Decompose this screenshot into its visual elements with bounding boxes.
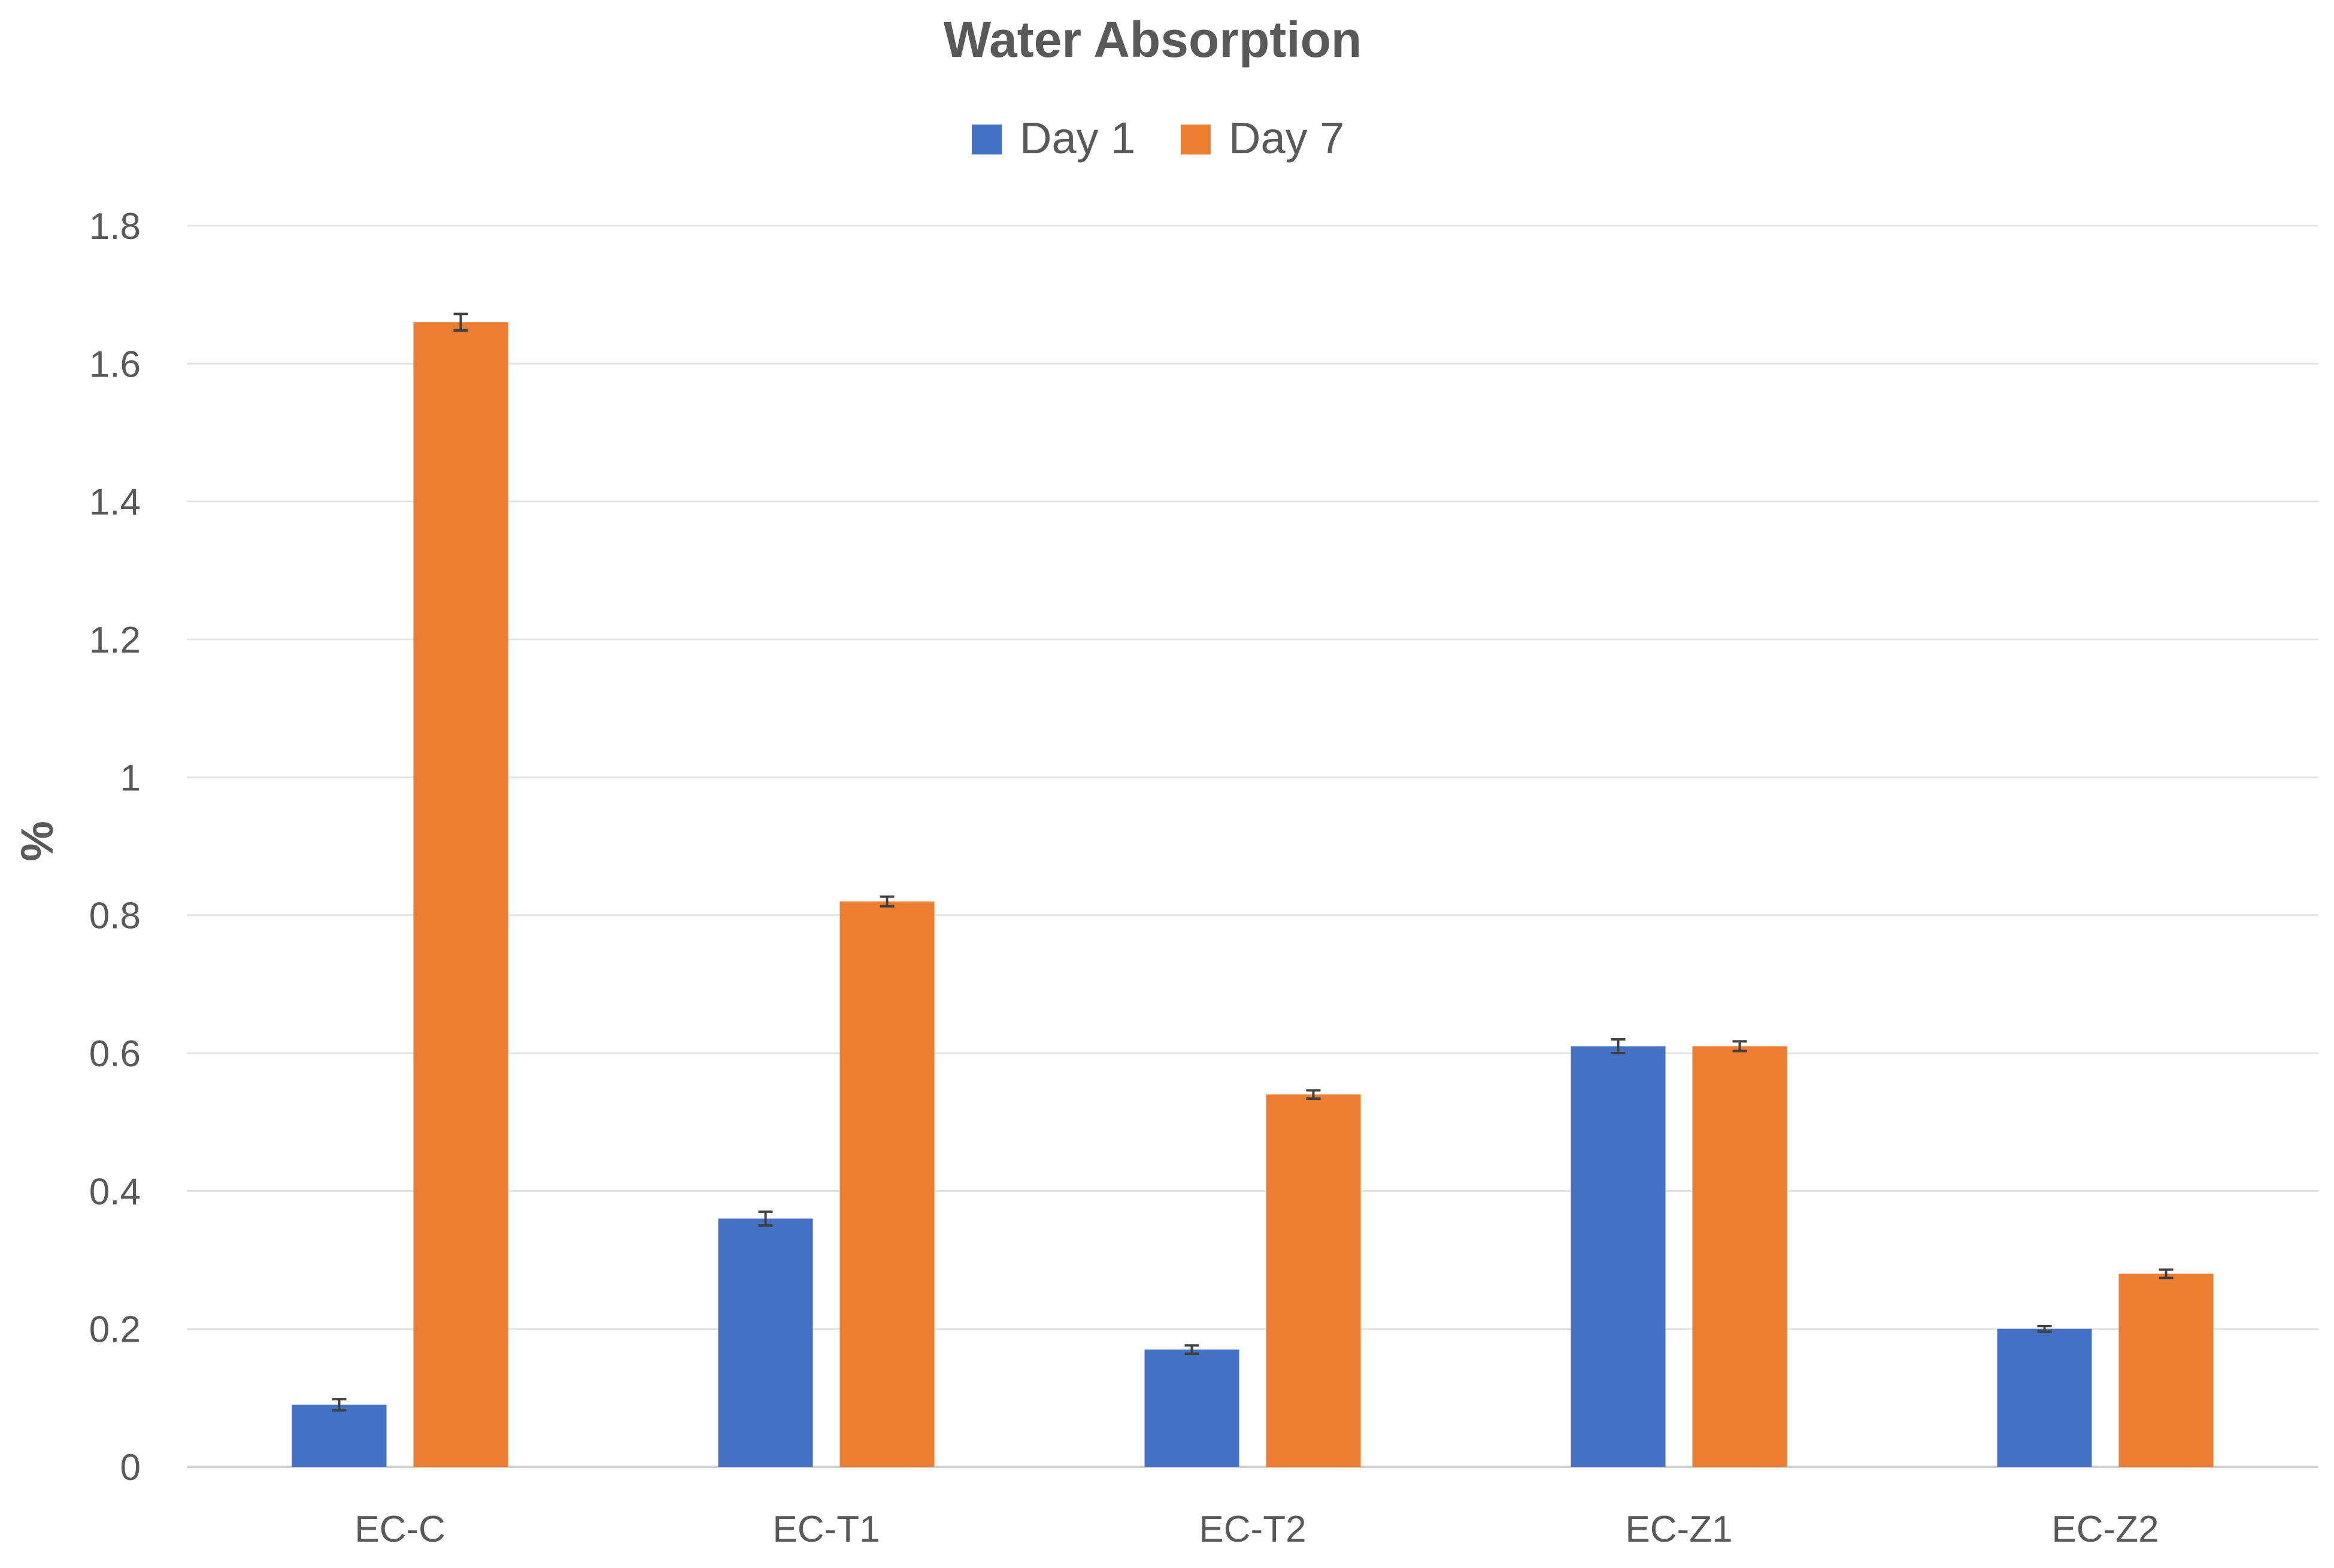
x-tick-label: EC-T2 — [1199, 1509, 1306, 1550]
y-axis-ticks: 0 0.2 0.4 0.6 0.8 1 1.2 1.4 1.6 1.8 — [89, 206, 141, 1488]
legend-label: Day 7 — [1229, 113, 1344, 163]
y-tick-label: 1.6 — [89, 344, 141, 385]
y-tick-label: 0 — [120, 1447, 141, 1488]
legend-swatch-day-7 — [1181, 125, 1211, 154]
y-tick-label: 1 — [120, 757, 141, 799]
y-axis-label: % — [12, 821, 63, 862]
bar-day-1-ec-z2 — [1997, 1329, 2092, 1467]
x-tick-label: EC-C — [354, 1509, 445, 1550]
x-axis-ticks: EC-C EC-T1 EC-T2 EC-Z1 EC-Z2 — [354, 1509, 2159, 1550]
y-tick-label: 1.4 — [89, 482, 141, 523]
bar-day-7-ec-t1 — [839, 901, 935, 1467]
legend-swatch-day-1 — [972, 125, 1002, 154]
chart-title: Water Absorption — [944, 11, 1362, 68]
bar-day-1-ec-t1 — [718, 1218, 813, 1467]
bar-day-7-ec-z2 — [2118, 1273, 2214, 1467]
y-tick-label: 1.2 — [89, 620, 141, 661]
error-bars — [332, 313, 2174, 1412]
bars — [292, 322, 2214, 1467]
bar-day-1-ec-t2 — [1144, 1349, 1239, 1467]
y-tick-label: 1.8 — [89, 206, 141, 247]
gridlines — [187, 225, 2318, 1468]
bar-day-1-ec-c — [292, 1405, 387, 1467]
bar-day-7-ec-z1 — [1692, 1046, 1787, 1467]
x-tick-label: EC-Z1 — [1625, 1509, 1732, 1550]
x-tick-label: EC-Z2 — [2051, 1509, 2159, 1550]
bar-day-7-ec-t2 — [1266, 1094, 1361, 1467]
legend-label: Day 1 — [1020, 113, 1135, 163]
y-tick-label: 0.6 — [89, 1033, 141, 1075]
y-tick-label: 0.2 — [89, 1309, 141, 1351]
legend: Day 1 Day 7 — [972, 113, 1344, 163]
bar-day-7-ec-c — [413, 322, 508, 1467]
bar-day-1-ec-z1 — [1571, 1046, 1666, 1467]
y-tick-label: 0.4 — [89, 1171, 141, 1212]
x-tick-label: EC-T1 — [772, 1509, 880, 1550]
y-tick-label: 0.8 — [89, 896, 141, 937]
